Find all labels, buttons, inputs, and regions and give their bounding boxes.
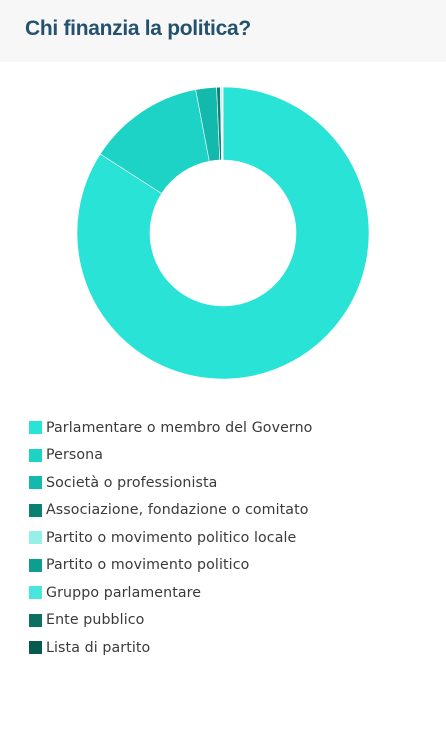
legend-swatch — [29, 641, 42, 655]
legend-swatch — [29, 503, 42, 517]
legend-item[interactable]: Partito o movimento politico — [29, 552, 312, 580]
legend-label: Parlamentare o membro del Governo — [46, 419, 313, 436]
legend-item[interactable]: Gruppo parlamentare — [29, 579, 312, 607]
legend-label: Partito o movimento politico — [46, 557, 250, 574]
legend-label: Associazione, fondazione o comitato — [46, 502, 309, 519]
legend-swatch — [29, 558, 42, 572]
legend-item[interactable]: Persona — [29, 442, 312, 470]
legend-label: Persona — [46, 447, 104, 464]
chart-header: Chi finanzia la politica? — [0, 0, 446, 62]
legend-label: Società o professionista — [46, 474, 218, 491]
donut-slice-1[interactable] — [76, 86, 370, 380]
legend-label: Ente pubblico — [46, 612, 145, 629]
chart-legend: Parlamentare o membro del Governo Persona… — [29, 414, 312, 662]
legend-label: Gruppo parlamentare — [46, 584, 202, 601]
legend-item[interactable]: Ente pubblico — [29, 607, 312, 635]
donut-chart-area — [0, 62, 446, 400]
legend-swatch — [29, 421, 42, 435]
legend-swatch — [29, 586, 42, 600]
legend-item[interactable]: Parlamentare o membro del Governo — [29, 414, 312, 442]
donut-chart — [76, 86, 370, 380]
legend-item[interactable]: Società o professionista — [29, 469, 312, 497]
legend-label: Lista di partito — [46, 639, 151, 656]
legend-item[interactable]: Lista di partito — [29, 634, 312, 662]
legend-label: Partito o movimento politico locale — [46, 529, 297, 546]
chart-title: Chi finanzia la politica? — [25, 17, 251, 40]
legend-swatch — [29, 531, 42, 545]
legend-item[interactable]: Partito o movimento politico locale — [29, 524, 312, 552]
legend-item[interactable]: Associazione, fondazione o comitato — [29, 497, 312, 525]
legend-swatch — [29, 613, 42, 627]
legend-swatch — [29, 476, 42, 490]
legend-swatch — [29, 448, 42, 462]
